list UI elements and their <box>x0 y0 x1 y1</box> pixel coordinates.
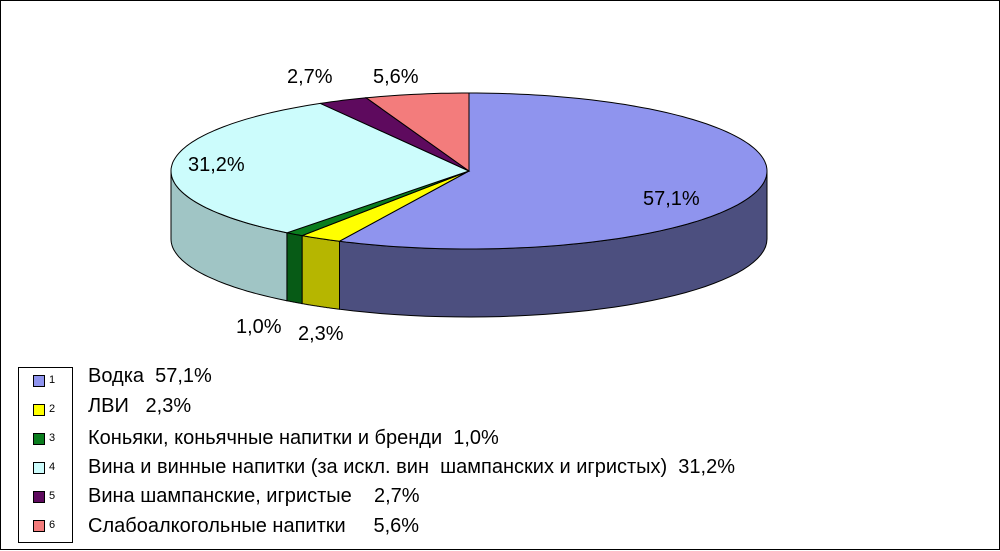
legend-key-5 <box>33 491 45 503</box>
legend: 1 2 3 4 5 6 <box>18 367 73 543</box>
slice-lvi <box>300 170 470 242</box>
slice-wine <box>170 102 471 234</box>
legend-key-6 <box>33 520 45 532</box>
legend-key-4 <box>33 462 45 474</box>
legend-entry-4: Вина и винные напитки (за искл. вин шамп… <box>88 456 736 478</box>
slice-label-champagne: 2,7% <box>287 66 333 88</box>
legend-entry-3: Коньяки, коньячные напитки и бренди 1,0% <box>88 427 499 449</box>
slice-low-alcohol <box>364 92 470 172</box>
legend-entry-1: Водка 57,1% <box>88 365 212 387</box>
slice-side-cognac <box>286 232 303 305</box>
slice-side-lvi <box>301 234 340 310</box>
slice-label-low-alcohol: 5,6% <box>373 66 419 88</box>
legend-entry-2: ЛВИ 2,3% <box>88 395 192 417</box>
slice-label-vodka: 57,1% <box>643 188 700 210</box>
legend-entry-5: Вина шампанские, игристые 2,7% <box>88 485 420 507</box>
slice-champagne <box>318 97 470 172</box>
legend-key-1 <box>33 375 45 387</box>
legend-number-2: 2 <box>49 403 56 415</box>
legend-number-3: 3 <box>49 432 56 444</box>
legend-entry-6: Слабоалкогольные напитки 5,6% <box>88 515 420 537</box>
slice-label-wine: 31,2% <box>188 154 245 176</box>
legend-key-2 <box>33 404 45 416</box>
legend-number-1: 1 <box>49 374 56 386</box>
slice-label-cognac: 1,0% <box>236 316 282 338</box>
slice-cognac <box>286 170 470 237</box>
slice-label-lvi: 2,3% <box>298 323 344 345</box>
legend-number-4: 4 <box>49 461 56 473</box>
slice-vodka <box>337 92 768 250</box>
legend-number-6: 6 <box>49 519 56 531</box>
legend-key-3 <box>33 433 45 445</box>
legend-number-5: 5 <box>49 490 56 502</box>
